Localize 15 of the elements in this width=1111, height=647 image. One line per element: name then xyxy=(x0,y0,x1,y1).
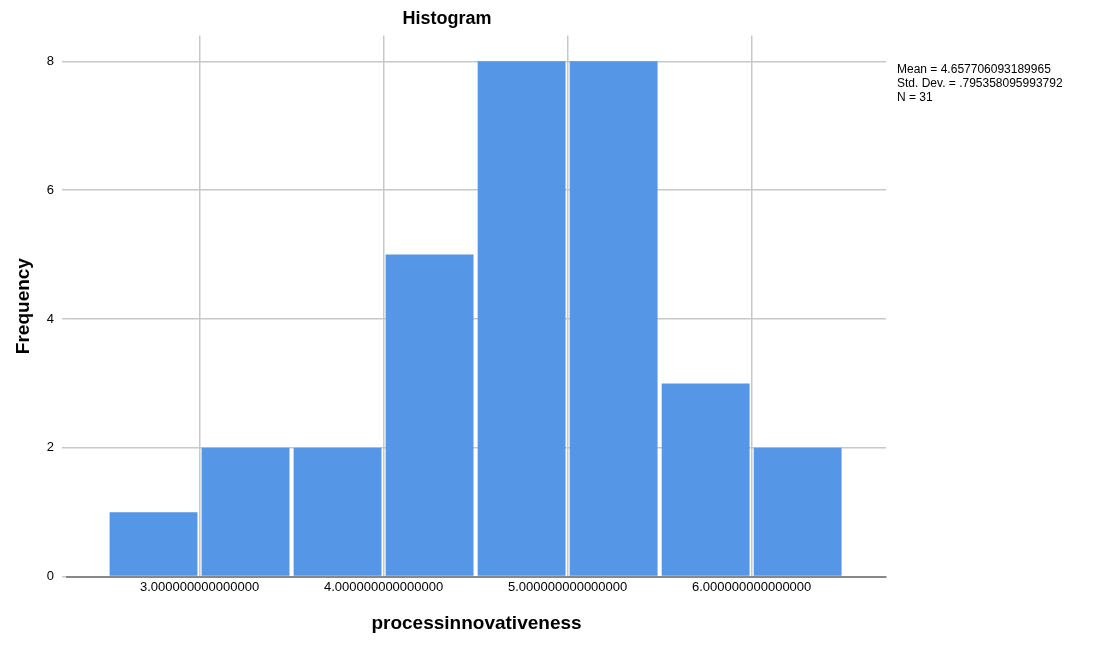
x-tick-label: 3.000000000000000 xyxy=(139,578,260,594)
y-tick-label: 4 xyxy=(46,310,55,326)
text: Mean = 4.657706093189965 xyxy=(897,62,1052,76)
text: Std. Dev. = .795358095993792 xyxy=(897,76,1063,90)
text: N = 31 xyxy=(897,90,934,104)
x-tick-label: 6.000000000000000 xyxy=(692,578,812,594)
x-axis-title: processinnovativeness xyxy=(371,611,582,633)
y-tick-label: 0 xyxy=(46,568,55,584)
x-tick-label: 5.000000000000000 xyxy=(507,578,628,594)
y-axis-title: Frequency xyxy=(11,257,33,355)
y-tick-label: 8 xyxy=(46,52,55,68)
y-tick-label: 2 xyxy=(46,439,55,455)
y-tick-label: 6 xyxy=(46,181,55,197)
x-tick-label: 4.000000000000000 xyxy=(323,578,444,594)
chart-title: Histogram xyxy=(402,7,492,28)
